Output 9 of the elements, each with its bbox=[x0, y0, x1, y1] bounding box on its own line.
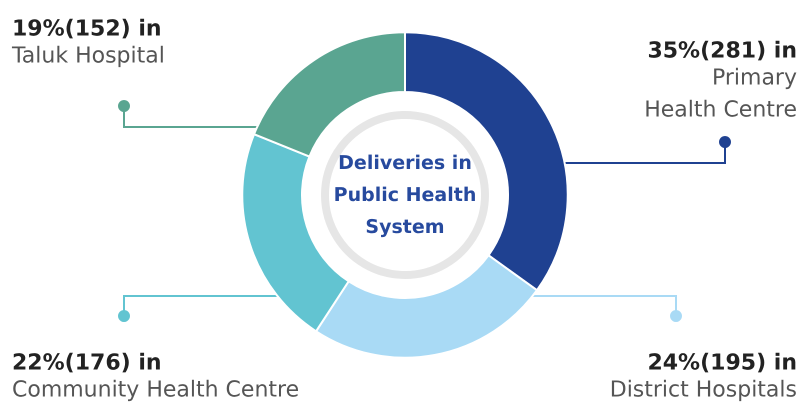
slice-label: Primary Health Centre bbox=[644, 66, 797, 122]
slice-label: District Hospitals bbox=[610, 378, 797, 402]
slice-label: Taluk Hospital bbox=[11, 44, 165, 68]
data-label: 35%(281) in bbox=[647, 38, 797, 64]
slice-label: Community Health Centre bbox=[12, 378, 300, 402]
data-label: 24%(195) in bbox=[647, 350, 797, 376]
text: Deliveries in Public Health System bbox=[334, 152, 476, 238]
data-label: 22%(176) in bbox=[12, 350, 162, 376]
data-label: 19%(152) in bbox=[12, 16, 162, 42]
